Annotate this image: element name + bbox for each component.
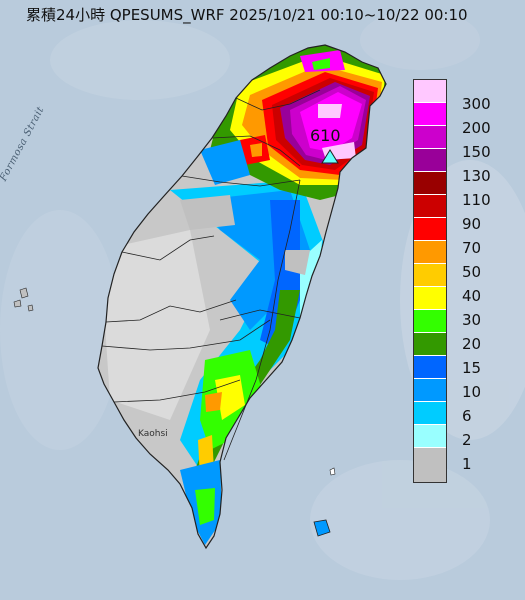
legend-swatch xyxy=(414,218,446,241)
legend-label: 1 xyxy=(462,455,472,473)
legend-label: 200 xyxy=(462,119,491,137)
map-title: 累積24小時 QPESUMS_WRF 2025/10/21 00:10~10/2… xyxy=(26,6,468,24)
legend-label: 130 xyxy=(462,167,491,185)
legend-label: 20 xyxy=(462,335,482,353)
legend-swatch xyxy=(414,103,446,126)
legend-label: 90 xyxy=(462,215,482,233)
legend-label: 30 xyxy=(462,311,482,329)
legend-swatch xyxy=(414,310,446,333)
legend-label: 50 xyxy=(462,263,482,281)
legend-swatch xyxy=(414,126,446,149)
legend-swatch xyxy=(414,195,446,218)
county-boundaries xyxy=(101,89,321,461)
penghu-islands xyxy=(13,287,34,312)
green-island xyxy=(329,467,336,476)
legend-swatch xyxy=(414,80,446,103)
legend-swatch xyxy=(414,402,446,425)
city-label: Kaohsi xyxy=(138,429,168,439)
orchid-island xyxy=(313,519,331,537)
legend-swatch xyxy=(414,379,446,402)
max-rainfall-marker-icon xyxy=(321,149,339,164)
legend-swatch xyxy=(414,448,446,482)
rainfall-shading xyxy=(100,45,386,545)
legend-label: 2 xyxy=(462,431,472,449)
legend-swatch xyxy=(414,264,446,287)
legend-label: 10 xyxy=(462,383,482,401)
legend-label: 150 xyxy=(462,143,491,161)
legend-label: 15 xyxy=(462,359,482,377)
legend-label: 6 xyxy=(462,407,472,425)
max-rainfall-value: 610 xyxy=(310,126,341,145)
island-outline xyxy=(97,44,387,550)
legend-swatch xyxy=(414,333,446,356)
legend-swatch xyxy=(414,356,446,379)
legend-label: 70 xyxy=(462,239,482,257)
legend-swatch xyxy=(414,149,446,172)
legend-label: 300 xyxy=(462,95,491,113)
legend-swatch xyxy=(414,287,446,310)
legend-swatch xyxy=(414,241,446,264)
legend-swatch xyxy=(414,172,446,195)
color-legend xyxy=(413,79,447,483)
legend-label: 40 xyxy=(462,287,482,305)
legend-label: 110 xyxy=(462,191,491,209)
legend-swatch xyxy=(414,425,446,448)
